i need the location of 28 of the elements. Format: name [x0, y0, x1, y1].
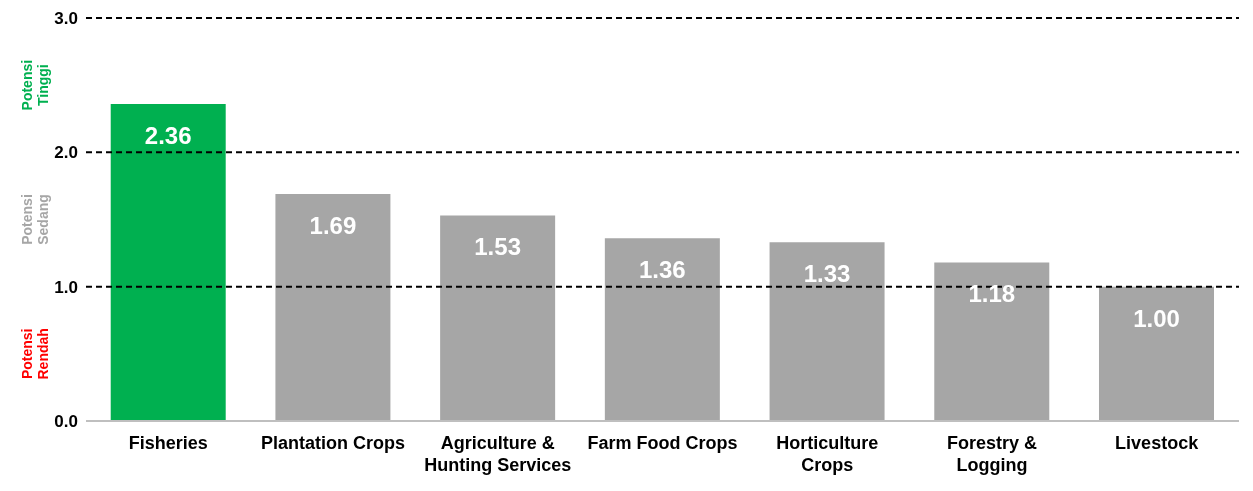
data-label: 1.18 [968, 280, 1016, 308]
bar [275, 193, 391, 421]
x-tick-label: Plantation Crops [261, 433, 406, 453]
bar [440, 215, 556, 421]
data-label: 1.36 [638, 256, 686, 284]
x-tick-label: Forestry & Logging [946, 433, 1037, 475]
text: Potensi Tinggi [19, 59, 51, 111]
bar [934, 262, 1050, 421]
x-tick-label: Farm Food Crops [587, 433, 738, 453]
bar [769, 242, 885, 421]
x-tick-label: Agriculture & Hunting Services [424, 433, 572, 475]
data-label: 1.53 [474, 233, 521, 261]
y-tick-label: 3.0 [54, 9, 78, 29]
x-tick-label: Livestock [1115, 433, 1200, 453]
y-tick-label: 2.0 [54, 143, 78, 163]
y-tick-label: 0.0 [54, 412, 78, 432]
y-tick-label: 1.0 [54, 277, 78, 297]
data-label: 2.36 [144, 121, 192, 149]
text: Potensi Rendah [19, 328, 51, 380]
data-label: 1.69 [309, 211, 357, 239]
data-label: 1.00 [1133, 304, 1180, 332]
x-tick-label: Horticulture Crops [776, 433, 879, 475]
bar [110, 103, 226, 421]
x-tick-label: Fisheries [128, 433, 208, 453]
data-label: 1.33 [803, 260, 851, 288]
bar [1098, 286, 1214, 421]
text: Potensi Sedang [19, 194, 51, 245]
bar [604, 238, 720, 421]
